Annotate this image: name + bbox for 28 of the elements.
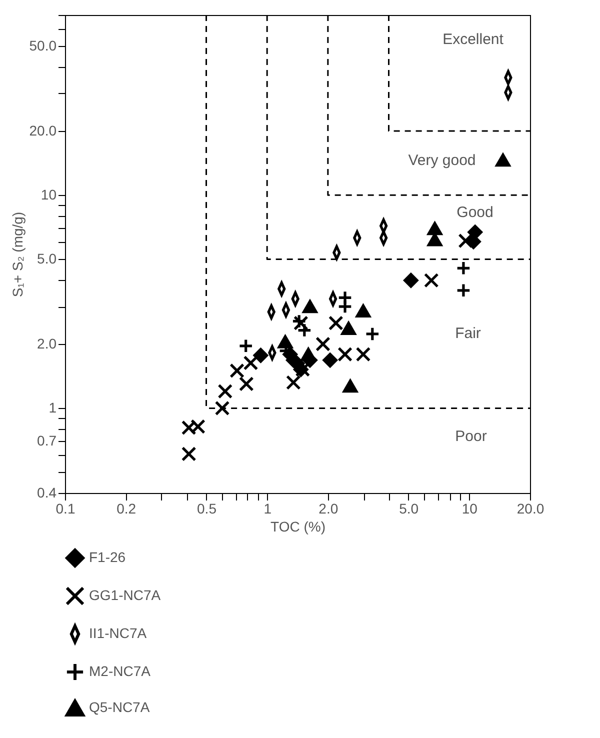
legend-label: M2-NC7A xyxy=(89,663,152,679)
legend-label: II1-NC7A xyxy=(89,625,148,641)
legend-label: Q5-NC7A xyxy=(89,699,150,715)
y-tick-label: 5.0 xyxy=(37,250,57,267)
x-tick-label: 2.0 xyxy=(318,500,338,516)
annotation: Fair xyxy=(455,325,481,342)
y-tick-label: 0.7 xyxy=(37,432,57,449)
annotation: Poor xyxy=(455,428,487,445)
y-tick-label: 1 xyxy=(48,400,57,416)
x-tick-label: 10 xyxy=(462,500,478,516)
x-tick-label: 0.2 xyxy=(116,500,136,516)
x-tick-label: 0.5 xyxy=(197,500,217,516)
x-tick-label: 0.1 xyxy=(56,500,76,516)
y-tick-label: 50.0 xyxy=(29,38,57,54)
x-tick-label: 5.0 xyxy=(399,500,419,516)
x-tick-label: 20.0 xyxy=(516,500,544,516)
y-tick-label: 20.0 xyxy=(29,122,57,138)
legend-label: F1-26 xyxy=(89,549,126,565)
legend-label: GG1-NC7A xyxy=(89,587,162,603)
y-tick-label: 0.4 xyxy=(37,484,57,500)
y-axis-title: S₁+ S₂ (mg/g) xyxy=(9,212,26,298)
annotation: Excellent xyxy=(442,31,504,48)
x-axis-title: TOC (%) xyxy=(270,518,326,534)
y-tick-label: 2.0 xyxy=(37,336,57,352)
annotation: Very good xyxy=(408,152,476,169)
x-tick-label: 1 xyxy=(264,500,272,516)
annotation: Good xyxy=(456,204,494,221)
y-tick-label: 10 xyxy=(40,186,57,203)
